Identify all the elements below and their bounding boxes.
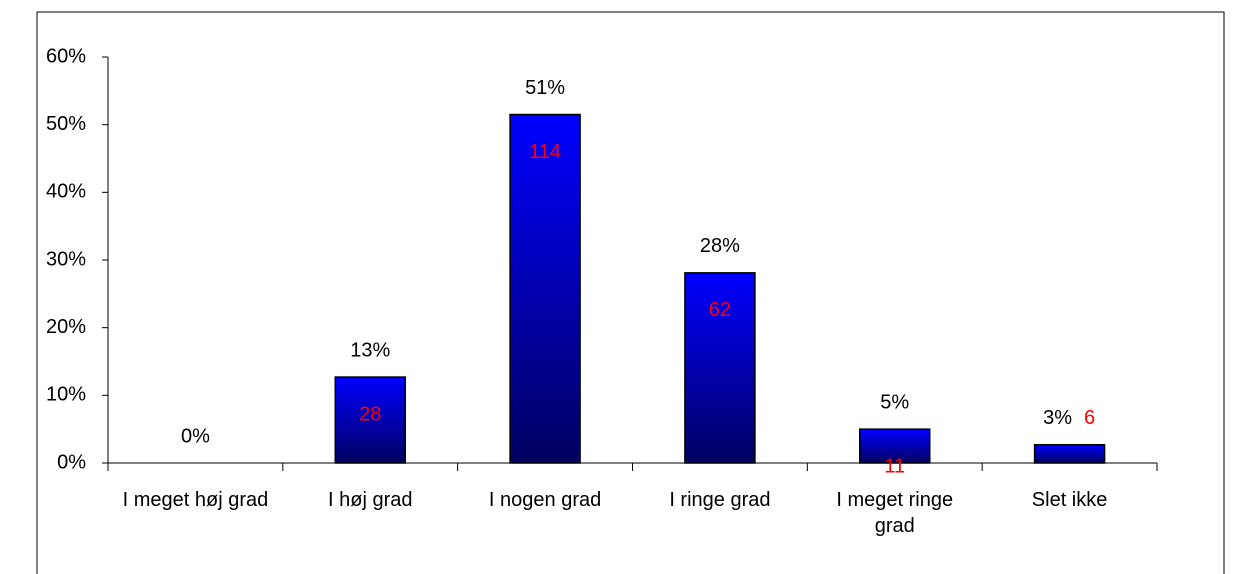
count-label: 28 xyxy=(359,403,381,425)
bar xyxy=(859,428,931,464)
value-label: 3% xyxy=(1043,407,1072,429)
x-tick-label: I meget ringe grad xyxy=(836,489,954,537)
value-label: 51% xyxy=(525,77,565,99)
y-tick-label: 30% xyxy=(46,248,86,270)
y-tick-label: 50% xyxy=(46,113,86,135)
value-label: 13% xyxy=(350,339,390,361)
y-tick-label: 0% xyxy=(57,451,86,473)
count-label: 11 xyxy=(884,455,905,477)
count-label: 62 xyxy=(709,299,731,321)
x-tick-label: I høj grad xyxy=(328,489,413,511)
x-tick-label: I meget høj grad xyxy=(122,489,269,511)
y-tick-label: 40% xyxy=(46,181,86,203)
value-label: 0% xyxy=(181,425,210,447)
bar xyxy=(684,272,756,464)
x-tick-label: I nogen grad xyxy=(488,489,602,511)
chart-border xyxy=(36,11,1225,574)
count-label: 6 xyxy=(1084,407,1095,429)
y-tick-label: 60% xyxy=(46,45,86,67)
y-tick-label: 10% xyxy=(46,384,86,406)
bar xyxy=(509,113,581,464)
bar xyxy=(1033,443,1106,464)
x-tick-label: Slet ikke xyxy=(1031,489,1108,511)
bar xyxy=(334,376,406,464)
value-label: 5% xyxy=(880,391,909,413)
x-tick-label: I ringe grad xyxy=(669,489,771,511)
count-label: 114 xyxy=(529,141,561,163)
y-tick-label: 20% xyxy=(46,316,86,338)
value-label: 28% xyxy=(700,235,740,257)
